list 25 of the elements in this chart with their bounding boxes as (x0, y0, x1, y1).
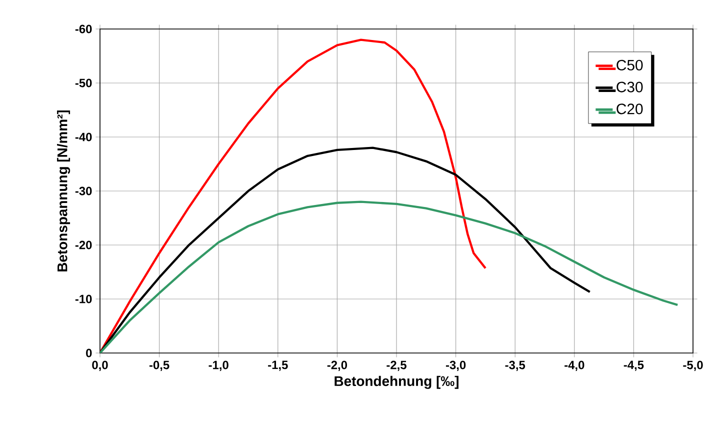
x-tick-label: -4,5 (624, 360, 644, 371)
x-tick-label: -1,5 (268, 360, 288, 371)
x-tick-label: -4,0 (564, 360, 584, 371)
y-tick-label: -40 (75, 132, 92, 142)
x-tick-label: 0,0 (92, 360, 108, 371)
x-tick-label: -2,0 (327, 360, 348, 371)
line-series (100, 200, 679, 354)
x-tick-label: -2,5 (386, 360, 406, 371)
legend-label: C50 (616, 60, 643, 70)
x-tick-label: -3,0 (446, 360, 466, 371)
x-axis-title: Betondehnung [‰] (334, 376, 458, 389)
x-tick-label: -3,5 (505, 360, 526, 371)
y-axis-title: Betonspannung [N/mm²] (57, 110, 70, 272)
line-series (100, 38, 487, 354)
x-tick-label: -0,5 (149, 360, 170, 371)
y-tick-label: -10 (75, 294, 92, 304)
legend-label: C20 (616, 104, 643, 114)
y-tick-label: -60 (75, 24, 92, 34)
y-tick-label: 0 (86, 348, 92, 358)
y-tick-label: -50 (75, 78, 92, 88)
y-tick-label: -20 (75, 240, 92, 250)
y-tick-label: -30 (75, 186, 92, 196)
legend-label: C30 (616, 82, 643, 92)
x-tick-label: -5,0 (683, 360, 703, 371)
x-tick-label: -1,0 (208, 360, 228, 371)
